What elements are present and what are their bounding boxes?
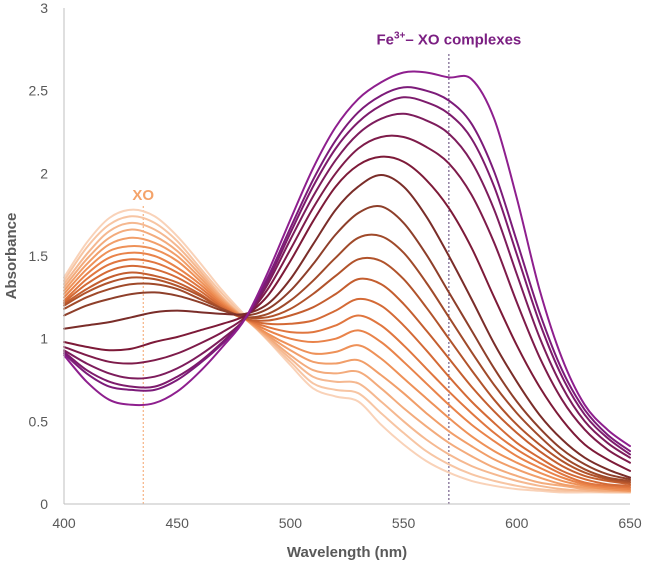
annotations: XO Fe3+– XO complexes [132, 30, 521, 203]
x-tick-label: 400 [52, 515, 76, 531]
series-line-s12 [63, 233, 631, 482]
series-line-s11 [63, 256, 631, 484]
fe-xo-complex-annotation: Fe3+– XO complexes [376, 30, 521, 48]
y-tick-label: 2.5 [29, 83, 49, 99]
series-line-s2 [63, 215, 631, 494]
series-line-s3 [63, 221, 631, 494]
series-line-s6 [63, 245, 631, 492]
x-tick-label: 500 [279, 515, 303, 531]
y-tick-label: 3 [40, 0, 48, 16]
series-line-s4 [63, 228, 631, 492]
series-line-s9 [63, 264, 631, 487]
series-lines [63, 70, 631, 494]
series-line-s7 [63, 251, 631, 491]
y-tick-label: 2 [40, 165, 48, 181]
series-line-s8 [63, 258, 631, 489]
axes [63, 8, 630, 505]
y-tick-label: 1 [40, 331, 48, 347]
y-tick-label: 1.5 [29, 248, 49, 264]
series-line-s18 [63, 96, 631, 456]
y-axis-title: Absorbance [3, 213, 20, 300]
x-axis-title: Wavelength (nm) [287, 544, 407, 561]
y-tick-label: 0.5 [29, 413, 49, 429]
reference-lines [142, 52, 450, 504]
series-line-s19 [63, 86, 631, 453]
x-tick-label: 550 [392, 515, 416, 531]
series-line-s1 [63, 208, 631, 494]
series-line-s17 [63, 112, 631, 459]
series-line-s13 [63, 205, 631, 481]
tick-labels: 400 450 500 550 600 650 0 0.5 1 1.5 2 2.5 3 [29, 0, 642, 531]
x-tick-label: 450 [166, 515, 190, 531]
xo-annotation: XO [132, 187, 154, 204]
x-tick-label: 650 [618, 515, 642, 531]
x-tick-label: 600 [505, 515, 529, 531]
series-line-s15 [63, 155, 631, 472]
y-tick-label: 0 [40, 496, 48, 512]
series-line-s16 [63, 134, 631, 464]
series-line-s20 [63, 70, 631, 448]
series-line-s14 [63, 174, 631, 479]
series-line-s10 [63, 271, 631, 486]
series-line-s5 [63, 236, 631, 492]
